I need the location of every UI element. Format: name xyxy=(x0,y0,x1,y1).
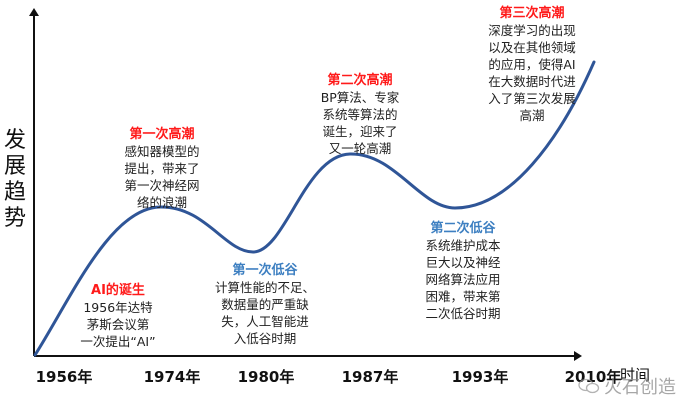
annotation-title: 第二次高潮 xyxy=(327,73,393,88)
y-label-char: 发 xyxy=(3,128,26,153)
annotation-line: 的应用，使得AI xyxy=(488,57,576,72)
annotation-line: 困难，带来第 xyxy=(425,289,501,304)
annotation-line: 巨大以及神经 xyxy=(425,255,501,270)
annotation-line: 计算性能的不足、 xyxy=(214,280,316,295)
y-label-char: 展 xyxy=(3,154,26,179)
annotation-title: 第一次低谷 xyxy=(232,263,298,278)
x-tick-1993: 1993年 xyxy=(451,368,509,386)
annotation-line: 高潮 xyxy=(519,108,545,123)
annotation-line: 1956年达特 xyxy=(83,300,153,315)
annotation-third-peak: 第三次高潮 深度学习的出现 以及在其他领域 的应用，使得AI 在大数据时代进 入… xyxy=(488,5,576,124)
annotation-title: AI的诞生 xyxy=(91,283,145,298)
annotation-line: 系统维护成本 xyxy=(425,238,501,253)
annotation-title: 第二次低谷 xyxy=(430,221,496,236)
annotation-second-peak: 第二次高潮 BP算法、专家 系统等算法的 诞生，迎来了 又一轮高潮 xyxy=(321,72,400,157)
y-axis-label: 发 展 趋 势 xyxy=(2,128,28,232)
annotation-first-peak: 第一次高潮 感知器模型的 提出，带来了 第一次神经网 络的浪潮 xyxy=(124,126,199,211)
y-axis-arrow-icon xyxy=(29,8,39,16)
annotation-ai-birth: AI的诞生 1956年达特 茅斯会议第 一次提出“AI” xyxy=(80,282,155,350)
x-tick-1956: 1956年 xyxy=(35,368,93,386)
trend-curve xyxy=(33,60,596,357)
annotation-line: 在大数据时代进 xyxy=(488,74,576,89)
annotation-line: 感知器模型的 xyxy=(124,144,200,159)
watermark: 火石创造 xyxy=(578,373,676,399)
wechat-icon xyxy=(578,378,600,394)
y-label-char: 势 xyxy=(3,206,26,231)
watermark-text: 火石创造 xyxy=(604,377,676,398)
annotation-line: 网络算法应用 xyxy=(425,272,501,287)
x-tick-1987: 1987年 xyxy=(341,368,399,386)
annotation-line: 以及在其他领域 xyxy=(488,40,576,55)
annotation-second-trough: 第二次低谷 系统维护成本 巨大以及神经 网络算法应用 困难，带来第 二次低谷时期 xyxy=(425,220,500,322)
annotation-line: 失，人工智能进 xyxy=(221,314,309,329)
annotation-title: 第三次高潮 xyxy=(499,6,565,21)
x-axis-arrow-icon xyxy=(574,351,582,361)
annotation-title: 第一次高潮 xyxy=(129,127,195,142)
annotation-line: 络的浪潮 xyxy=(136,195,188,210)
y-label-char: 趋 xyxy=(3,180,26,205)
x-tick-1980: 1980年 xyxy=(237,368,295,386)
x-tick-1974: 1974年 xyxy=(143,368,201,386)
annotation-line: 入了第三次发展 xyxy=(488,91,576,106)
annotation-line: BP算法、专家 xyxy=(320,90,400,105)
annotation-line: 第一次神经网 xyxy=(124,178,200,193)
annotation-line: 数据量的严重缺 xyxy=(221,297,309,312)
x-axis-label: 时间 xyxy=(620,366,651,384)
annotation-line: 茅斯会议第 xyxy=(86,317,150,332)
annotation-line: 一次提出“AI” xyxy=(80,334,156,349)
annotation-first-trough: 第一次低谷 计算性能的不足、 数据量的严重缺 失，人工智能进 入低谷时期 xyxy=(215,262,315,347)
annotation-line: 二次低谷时期 xyxy=(425,306,501,321)
annotation-line: 入低谷时期 xyxy=(233,331,297,346)
x-tick-2010: 2010年 xyxy=(564,368,622,386)
annotation-line: 深度学习的出现 xyxy=(488,23,576,38)
annotation-line: 又一轮高潮 xyxy=(328,141,392,156)
annotation-line: 提出，带来了 xyxy=(124,161,200,176)
annotation-line: 诞生，迎来了 xyxy=(322,124,398,139)
annotation-line: 系统等算法的 xyxy=(322,107,398,122)
